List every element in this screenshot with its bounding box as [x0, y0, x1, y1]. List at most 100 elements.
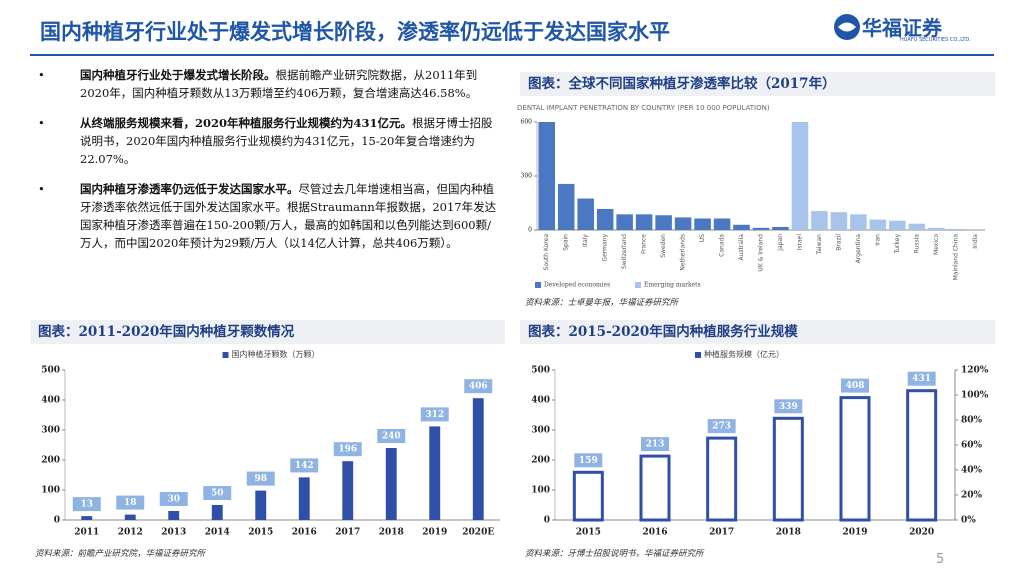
x-tick-label: Taiwan [816, 234, 823, 256]
value-label-box [574, 453, 603, 468]
x-tick-label: Russia [913, 234, 920, 254]
value-label-box [333, 442, 362, 457]
x-tick-label: 2020E [462, 528, 494, 538]
bar [639, 454, 671, 522]
y-tick-label: 400 [41, 396, 60, 406]
x-tick-label: Mainland China [952, 234, 959, 281]
figure-source: 资料来源：牙博士招股说明书，华福证券研究所 [525, 549, 704, 559]
x-tick-label: Spain [563, 234, 570, 251]
bar [811, 211, 828, 230]
bar [572, 470, 604, 522]
x-tick-label: Japan [777, 234, 784, 252]
x-tick-label: UK & Ireland [758, 234, 765, 272]
chart: 0 100 200 300 400 500 0% 20% 40% 60% 80% 100% 120% 20… [531, 349, 989, 538]
bullet: • 国内种植牙渗透率仍远低于发达国家水平。尽管过去几年增速相当高，但国内种植牙渗透… [38, 182, 497, 250]
x-tick-label: 2019 [842, 528, 867, 538]
legend-label: Developed economies [544, 282, 610, 289]
bullet-text: 根据前瞻产业研究院数据，从2011年到2020年，国内种植牙颗数从13万颗增至约… [80, 68, 478, 100]
y-tick-label: 300 [41, 426, 60, 436]
legend-swatch [222, 352, 229, 358]
bar [124, 514, 136, 520]
value-label: 339 [779, 402, 798, 412]
value-label-box [116, 495, 145, 510]
x-tick-label: 2015 [248, 528, 273, 538]
legend-label: 种植服务规模（亿元） [704, 349, 784, 359]
bar [830, 212, 848, 230]
value-label-box [290, 458, 319, 473]
bar [211, 505, 223, 520]
bar [772, 226, 789, 230]
bar [839, 396, 871, 522]
y-tick-label: 0 [528, 227, 532, 234]
bullet: • 国内种植牙行业处于爆发式增长阶段。根据前瞻产业研究院数据，从2011年到202… [38, 68, 478, 100]
figure-source: 资料来源：士卓曼年报，华福证券研究所 [525, 298, 679, 308]
bar [674, 217, 692, 230]
y-tick-label: 0 [54, 516, 60, 526]
value-label: 18 [124, 498, 137, 508]
bullet-lead: 国内种植牙行业处于爆发式增长阶段。 [80, 68, 276, 82]
x-tick-label: Canada [719, 234, 726, 257]
x-tick-label: Australia [738, 234, 745, 261]
x-tick-label: US [699, 234, 706, 242]
bar [772, 416, 804, 522]
x-tick-label: 2013 [161, 528, 186, 538]
bar [538, 122, 556, 230]
bullet: • 从终端服务规模来看，2020年种植服务行业规模约为431亿元。根据牙博士招股说… [38, 116, 493, 166]
chart: 0 100 200 300 400 500 2011 2012 2013 2014 2015 2016… [41, 349, 500, 538]
value-label: 159 [579, 456, 598, 466]
y2-tick-label: 0% [961, 516, 976, 526]
bullet-text: 尽管过去几年增速相当高，但国内种植牙渗透率依然远低于国外发达国家水平。根据Str… [80, 182, 497, 250]
y-tick-label: 100 [531, 486, 550, 496]
y-tick-label: 500 [531, 366, 550, 376]
bar [850, 214, 867, 230]
bullet-lead: 国内种植牙渗透率仍远低于发达国家水平。 [80, 182, 299, 196]
bar [472, 398, 484, 520]
y2-tick-label: 60% [961, 441, 983, 451]
y-tick-label: 200 [531, 456, 550, 466]
y-tick-label: 300 [531, 426, 550, 436]
y2-tick-label: 100% [961, 391, 989, 401]
x-tick-label: Israel [796, 234, 803, 251]
y-tick-label: 400 [531, 396, 550, 406]
value-label-box [641, 437, 669, 452]
slide-title: 国内种植牙行业处于爆发式增长阶段，渗透率仍远低于发达国家水平 [40, 20, 670, 44]
bar [889, 220, 906, 230]
bar [429, 426, 441, 520]
value-label-box [203, 486, 232, 500]
y-tick-label: 0 [544, 516, 550, 526]
x-tick-label: Argentina [855, 234, 862, 264]
bar [635, 214, 653, 230]
x-tick-label: France [641, 234, 648, 254]
x-tick-label: Italy [582, 234, 589, 247]
x-tick-label: Turkey [894, 234, 901, 255]
x-tick-label: 2019 [422, 528, 447, 538]
x-tick-label: 2011 [74, 528, 99, 538]
bullet-text: 根据牙博士招股说明书，2020年国内种植服务行业规模约为431亿元，15-20年… [80, 116, 493, 166]
bar [752, 227, 770, 230]
value-label: 98 [254, 474, 267, 484]
bar [557, 183, 575, 230]
value-label: 240 [382, 432, 401, 442]
bar [869, 219, 887, 230]
value-label-box [774, 399, 803, 414]
legend-swatch [635, 282, 641, 288]
bar [906, 389, 938, 522]
x-tick-label: 2016 [292, 528, 317, 538]
y-tick-label: 500 [41, 366, 60, 376]
bar [947, 228, 965, 230]
value-label: 13 [80, 500, 93, 510]
logo-icon [834, 14, 860, 40]
x-tick-label: 2018 [379, 528, 404, 538]
value-label: 142 [295, 461, 314, 471]
bullet-lead: 从终端服务规模来看，2020年种植服务行业规模约为431亿元。 [80, 116, 413, 130]
y-tick-label: 100 [41, 486, 60, 496]
page-number: 5 [936, 552, 945, 567]
bar [168, 511, 180, 520]
x-tick-label: 2015 [576, 528, 601, 538]
legend-label: Emerging markets [644, 282, 701, 289]
bar [928, 227, 945, 230]
figure-caption: 图表：2011-2020年国内种植牙颗数情况 [30, 320, 505, 344]
y2-tick-label: 80% [961, 416, 983, 426]
bar [733, 224, 750, 230]
